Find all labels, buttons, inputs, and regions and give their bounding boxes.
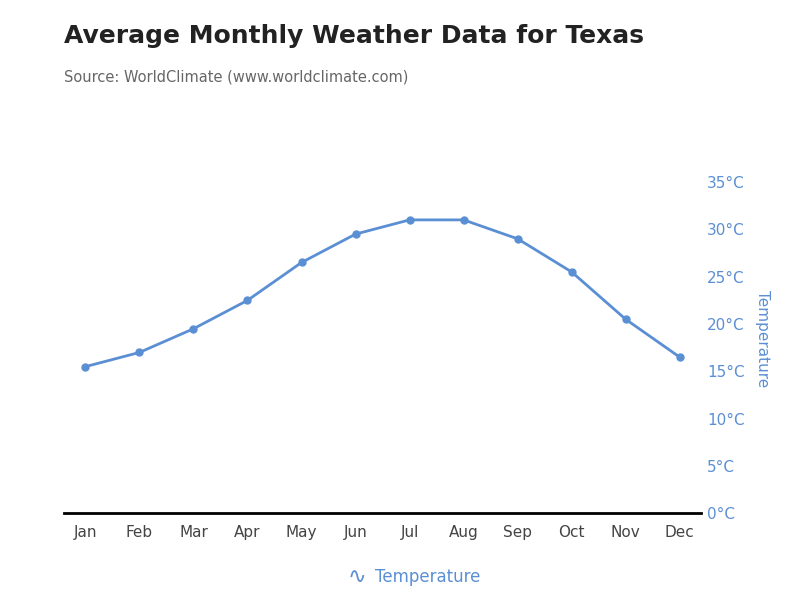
Text: Source: WorldClimate (www.worldclimate.com): Source: WorldClimate (www.worldclimate.c… [64, 69, 408, 85]
Y-axis label: Temperature: Temperature [755, 289, 770, 387]
Text: Temperature: Temperature [375, 568, 480, 586]
Text: ∿: ∿ [348, 567, 367, 587]
Text: Average Monthly Weather Data for Texas: Average Monthly Weather Data for Texas [64, 24, 644, 48]
